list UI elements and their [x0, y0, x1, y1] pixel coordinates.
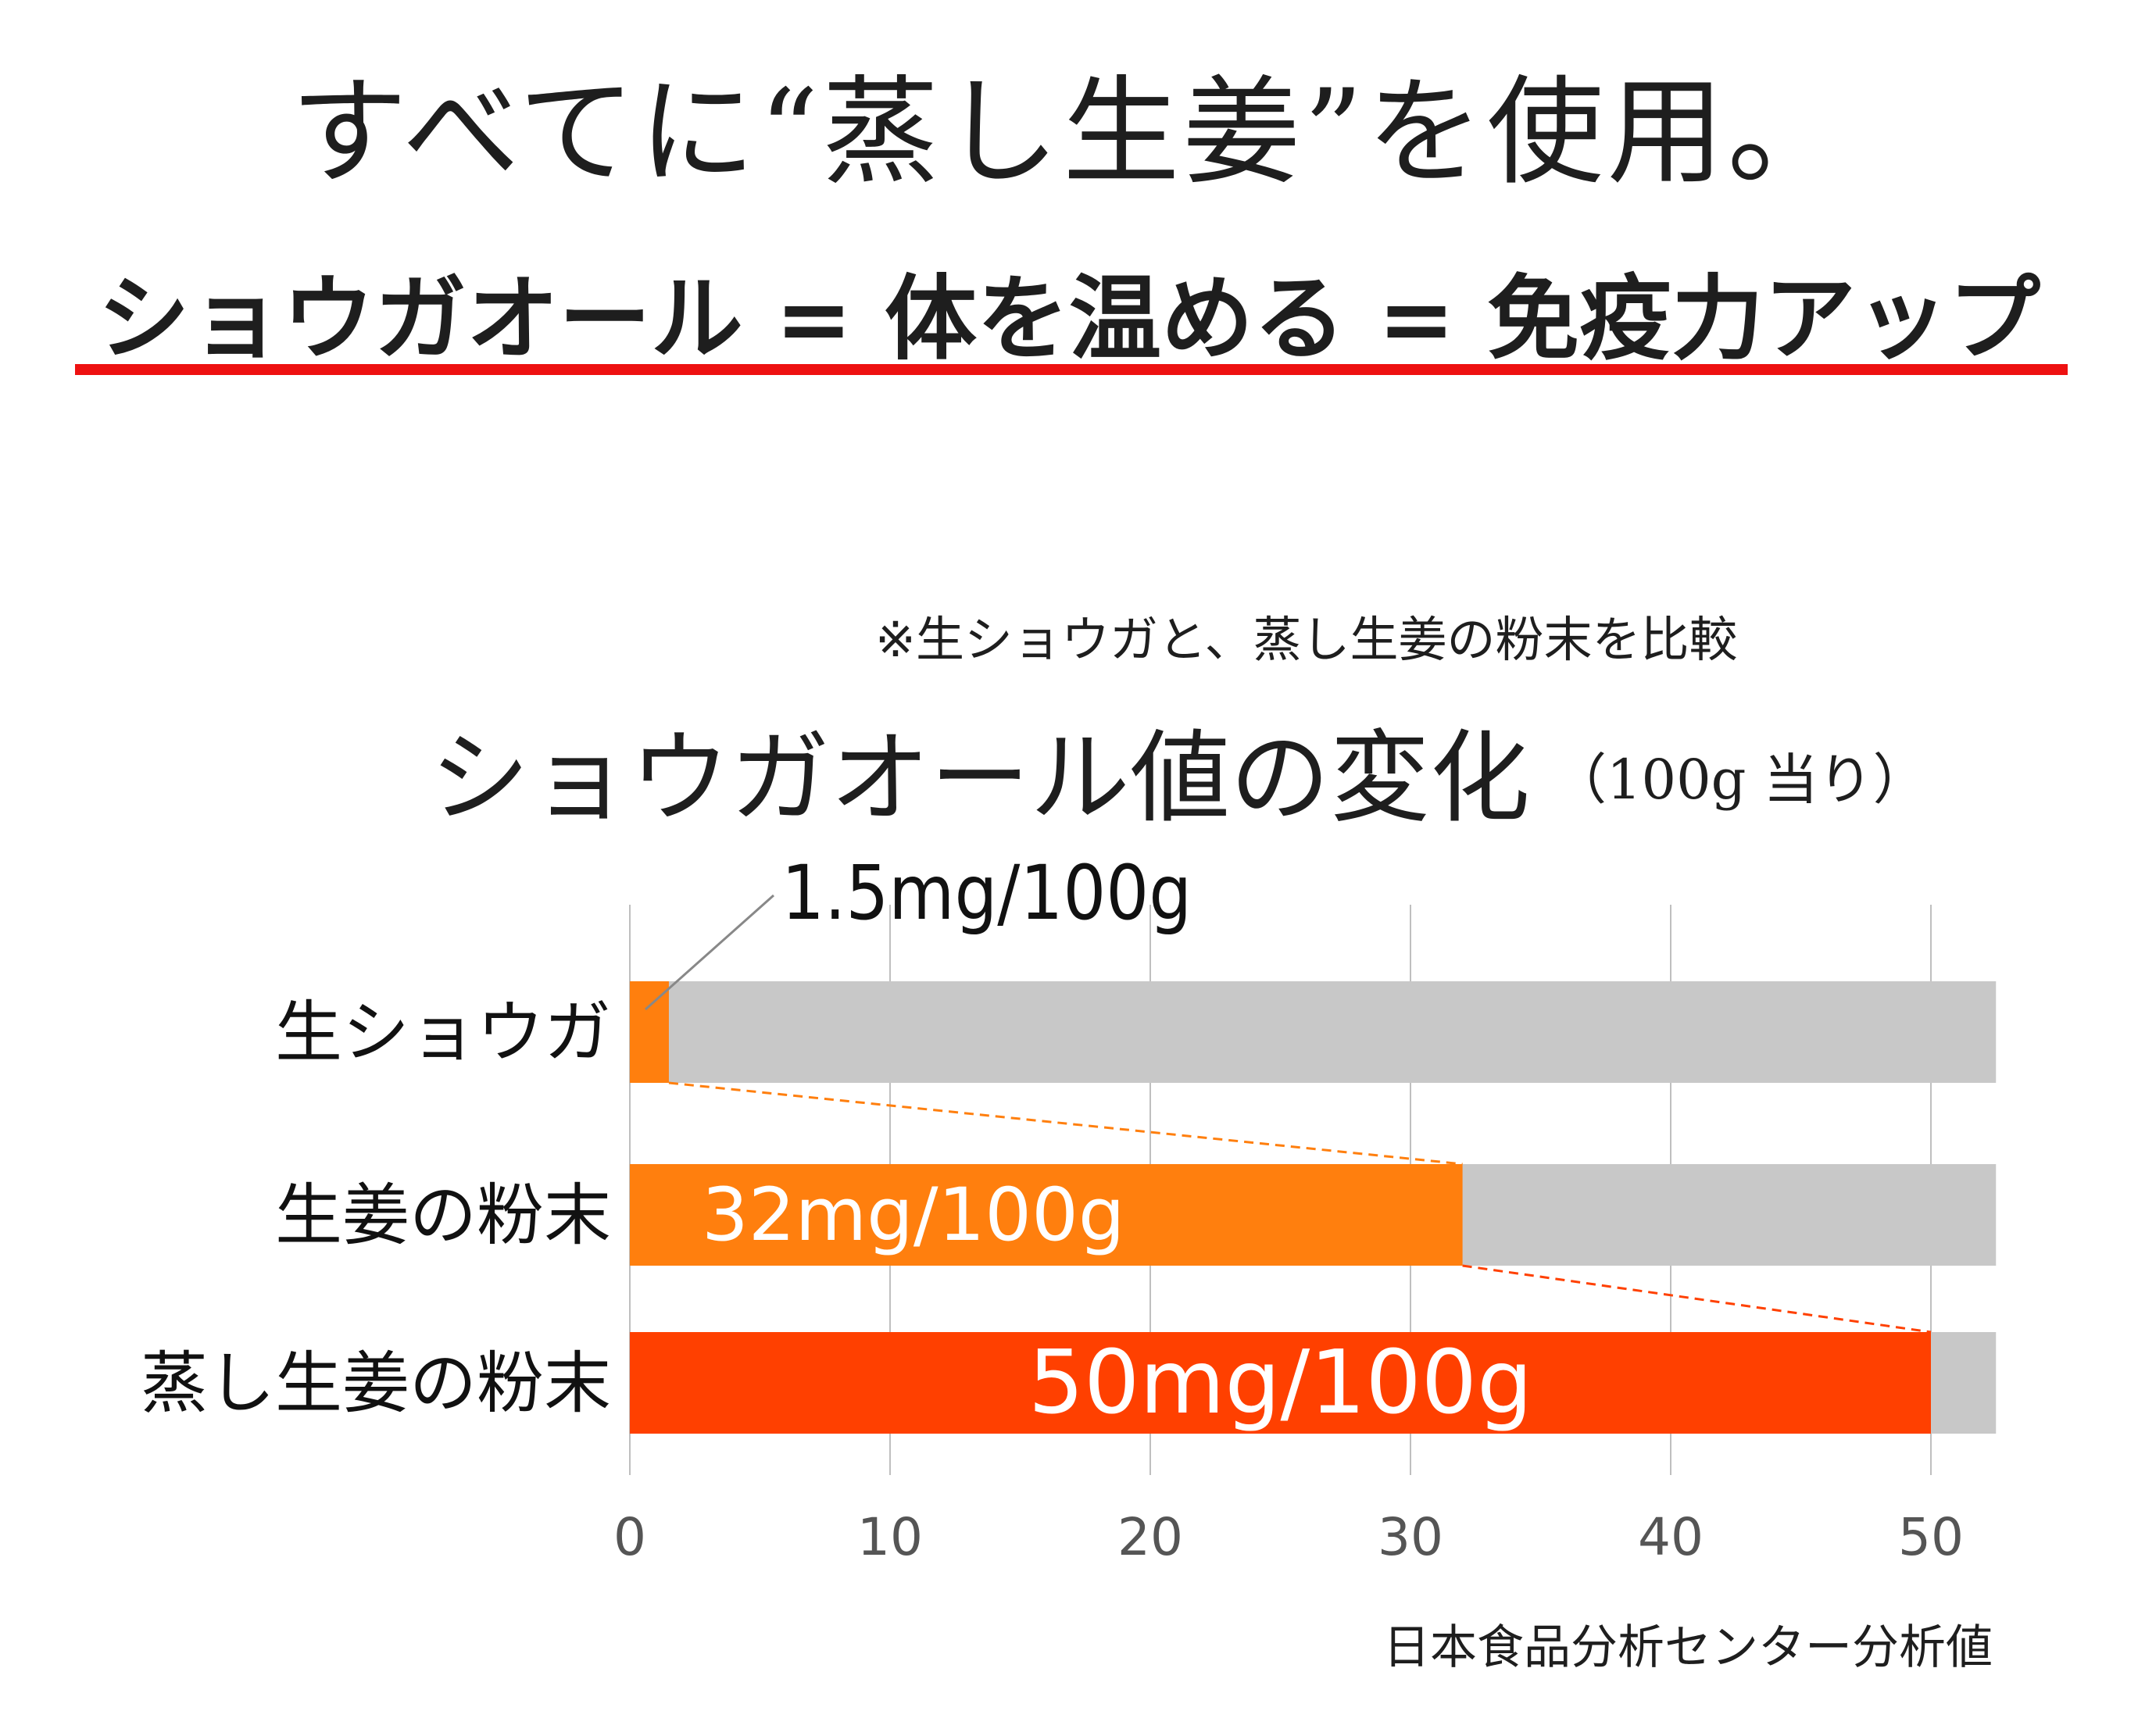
bar-1: [630, 1164, 1463, 1266]
bar-track-0: [630, 981, 1997, 1083]
data-label-1: 32mg/100g: [702, 1173, 1125, 1258]
x-tick-label-10: 10: [857, 1507, 923, 1567]
red-underline: [75, 364, 2068, 375]
x-tick-label-40: 40: [1638, 1507, 1704, 1567]
bar-2: [630, 1332, 1931, 1434]
chart-title-text: ショウガオール値の変化: [430, 720, 1531, 837]
bar-layer: [630, 981, 1931, 1434]
x-tick-label-50: 50: [1898, 1507, 1964, 1567]
chart-title-unit: （100g 当り）: [1552, 748, 1928, 812]
data-label-0: 1.5mg/100g: [781, 849, 1192, 937]
data-label-2: 50mg/100g: [1028, 1332, 1532, 1434]
bar-0: [630, 981, 669, 1083]
x-tick-label-20: 20: [1117, 1507, 1183, 1567]
connector-1: [1462, 1264, 1932, 1334]
x-tick-label-0: 0: [613, 1507, 646, 1567]
x-tick-label-30: 30: [1378, 1507, 1443, 1567]
headline: すべてに“蒸し生姜”を使用。: [290, 65, 1848, 201]
connector-0: [668, 1081, 1463, 1166]
category-label-1: 生姜の粉末: [275, 1177, 611, 1255]
comparison-note: ※生ショウガと、蒸し生姜の粉末を比較: [875, 611, 1738, 668]
connector-layer: [644, 894, 1932, 1334]
category-label-2: 蒸し生姜の粉末: [141, 1345, 611, 1423]
category-label-0: 生ショウガ: [275, 994, 611, 1072]
subheadline: ショウガオール = 体を温める = 免疫力アップ: [97, 265, 2041, 373]
source-note: 日本食品分析センター分析値: [1383, 1620, 1993, 1675]
callout-leader-line: [644, 894, 774, 1011]
chart-title: ショウガオール値の変化 （100g 当り）: [430, 697, 1928, 841]
